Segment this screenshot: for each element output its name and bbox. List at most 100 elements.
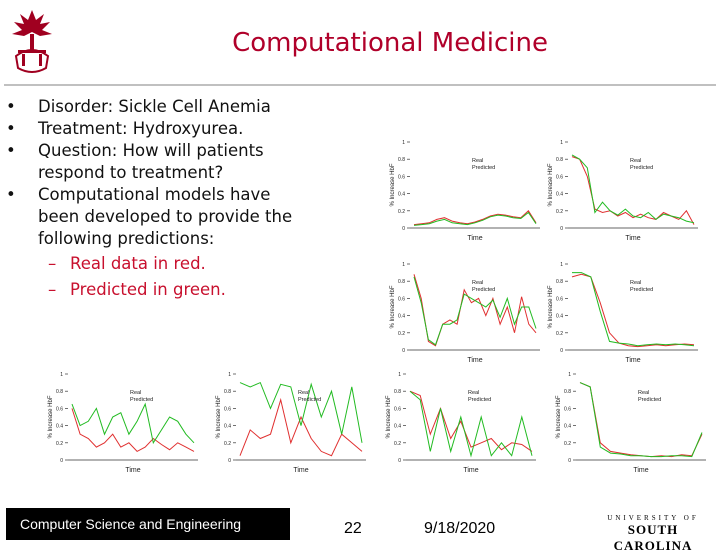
y-tick-label: 0 (560, 226, 563, 232)
y-tick-label: 1 (560, 262, 563, 268)
y-tick-label: 0.6 (398, 174, 405, 180)
y-axis-label: % Increase HbF (390, 285, 396, 328)
legend-entry: Real (630, 158, 641, 164)
x-axis-label: Time (633, 467, 648, 474)
bullet-item: • Question: How will patients respond to … (6, 140, 306, 184)
sub-bullet-real: – Real data in red. (6, 253, 306, 275)
y-tick-label: 0.6 (564, 406, 571, 412)
y-tick-label: 0 (568, 458, 571, 464)
bullet-text: Computational models have been developed… (38, 185, 293, 248)
legend-entry: Predicted (638, 397, 661, 403)
y-tick-label: 1 (402, 262, 405, 268)
legend-entry: Predicted (472, 287, 495, 293)
y-tick-label: 0.4 (556, 192, 563, 198)
legend-entry: Real (130, 390, 141, 396)
y-tick-label: 0.4 (398, 314, 405, 320)
chart-patient-3: 0 0.2 0.4 0.6 0.8 1 % Increase HbF Time Real Pred… (388, 258, 548, 366)
bullet-dot: • (6, 119, 16, 138)
bullet-item: • Treatment: Hydroxyurea. (6, 118, 306, 140)
y-tick-label: 0 (398, 458, 401, 464)
legend-entry: Real (472, 280, 483, 286)
chart-patient-7: 0 0.2 0.4 0.6 0.8 1 % Increase HbF Time Real Pred… (384, 368, 544, 476)
chart-patient-5: 0 0.2 0.4 0.6 0.8 1 % Increase HbF Time Real Pred… (46, 368, 206, 476)
y-tick-label: 0.4 (398, 192, 405, 198)
y-axis-label: % Increase HbF (48, 395, 54, 438)
y-tick-label: 1 (402, 140, 405, 146)
legend-entry: Real (298, 390, 309, 396)
y-tick-label: 0.8 (398, 157, 405, 163)
y-tick-label: 0 (60, 458, 63, 464)
y-tick-label: 0.4 (564, 424, 571, 430)
legend-entry: Real (468, 390, 479, 396)
university-seal-logo (8, 6, 56, 78)
y-tick-label: 0.2 (224, 441, 231, 447)
bullet-item: • Disorder: Sickle Cell Anemia (6, 96, 306, 118)
y-tick-label: 0.6 (556, 296, 563, 302)
y-tick-label: 0.4 (556, 314, 563, 320)
slide-title: Computational Medicine (232, 28, 548, 58)
series-line-predicted (409, 390, 533, 458)
bullet-text: Question: How will patients respond to t… (38, 141, 264, 182)
bullet-list: • Disorder: Sickle Cell Anemia • Treatment… (6, 96, 306, 301)
x-axis-label: Time (463, 467, 478, 474)
y-tick-label: 0.6 (556, 174, 563, 180)
page-number: 22 (344, 520, 362, 537)
sub-bullet-dash: – (48, 280, 57, 299)
y-tick-label: 0.6 (56, 406, 63, 412)
y-axis-label: % Increase HbF (390, 163, 396, 206)
bullet-text: Disorder: Sickle Cell Anemia (38, 97, 271, 116)
series-line-predicted (571, 154, 695, 224)
footer-bar: Computer Science and Engineering (6, 508, 290, 540)
y-axis-label: % Increase HbF (386, 395, 392, 438)
y-tick-label: 0.4 (394, 424, 401, 430)
bullet-text: Treatment: Hydroxyurea. (38, 119, 244, 138)
y-tick-label: 0.4 (56, 424, 63, 430)
usc-logo-bottom: SOUTH CAROLINA (613, 522, 693, 553)
y-tick-label: 0.2 (556, 209, 563, 215)
series-line-predicted (413, 211, 537, 226)
y-tick-label: 0 (402, 348, 405, 354)
chart-svg: 0 0.2 0.4 0.6 0.8 1 % Increase HbF Time RealPred… (390, 262, 540, 364)
x-axis-label: Time (467, 235, 482, 242)
y-tick-label: 0 (560, 348, 563, 354)
bullet-item: • Computational models have been develope… (6, 184, 306, 250)
y-tick-label: 0.2 (394, 441, 401, 447)
chart-patient-6: 0 0.2 0.4 0.6 0.8 1 % Increase HbF Time Real Pred… (214, 368, 374, 476)
usc-logo: UNIVERSITY OF SOUTH CAROLINA (592, 514, 714, 554)
slide-date: 9/18/2020 (424, 520, 496, 537)
y-tick-label: 0.4 (224, 424, 231, 430)
title-divider (4, 84, 716, 86)
y-tick-label: 1 (560, 140, 563, 146)
y-tick-label: 1 (228, 372, 231, 378)
y-tick-label: 0.6 (224, 406, 231, 412)
y-axis-label: % Increase HbF (548, 163, 554, 206)
y-tick-label: 0.2 (56, 441, 63, 447)
y-axis-label: % Increase HbF (556, 395, 562, 438)
bullet-dot: • (6, 97, 16, 116)
series-line-real (71, 408, 195, 453)
y-tick-label: 0.2 (564, 441, 571, 447)
legend-entry: Real (638, 390, 649, 396)
footer-course: Computer Science and Engineering (20, 516, 242, 532)
sub-bullet-dash: – (48, 254, 57, 273)
y-tick-label: 0.8 (394, 389, 401, 395)
chart-patient-1: 0 0.2 0.4 0.6 0.8 1 % Increase HbF Time Real Pred… (388, 136, 548, 244)
legend-entry: Real (472, 158, 483, 164)
x-axis-label: Time (625, 235, 640, 242)
y-tick-label: 1 (568, 372, 571, 378)
legend-entry: Predicted (630, 165, 653, 171)
series-line-real (239, 397, 363, 457)
chart-svg: 0 0.2 0.4 0.6 0.8 1 % Increase HbF Time RealPred… (548, 262, 698, 364)
x-axis-label: Time (625, 357, 640, 364)
chart-svg: 0 0.2 0.4 0.6 0.8 1 % Increase HbF Time RealPred… (48, 372, 198, 474)
sub-bullet-text: Predicted in green. (70, 280, 226, 299)
y-tick-label: 0.8 (398, 279, 405, 285)
legend-entry: Predicted (472, 165, 495, 171)
series-line-predicted (413, 276, 537, 346)
y-tick-label: 0.8 (556, 157, 563, 163)
series-line-predicted (71, 402, 195, 445)
series-line-real (409, 390, 533, 452)
y-tick-label: 0.8 (564, 389, 571, 395)
series-line-predicted (572, 272, 695, 347)
bullet-dot: • (6, 141, 16, 160)
